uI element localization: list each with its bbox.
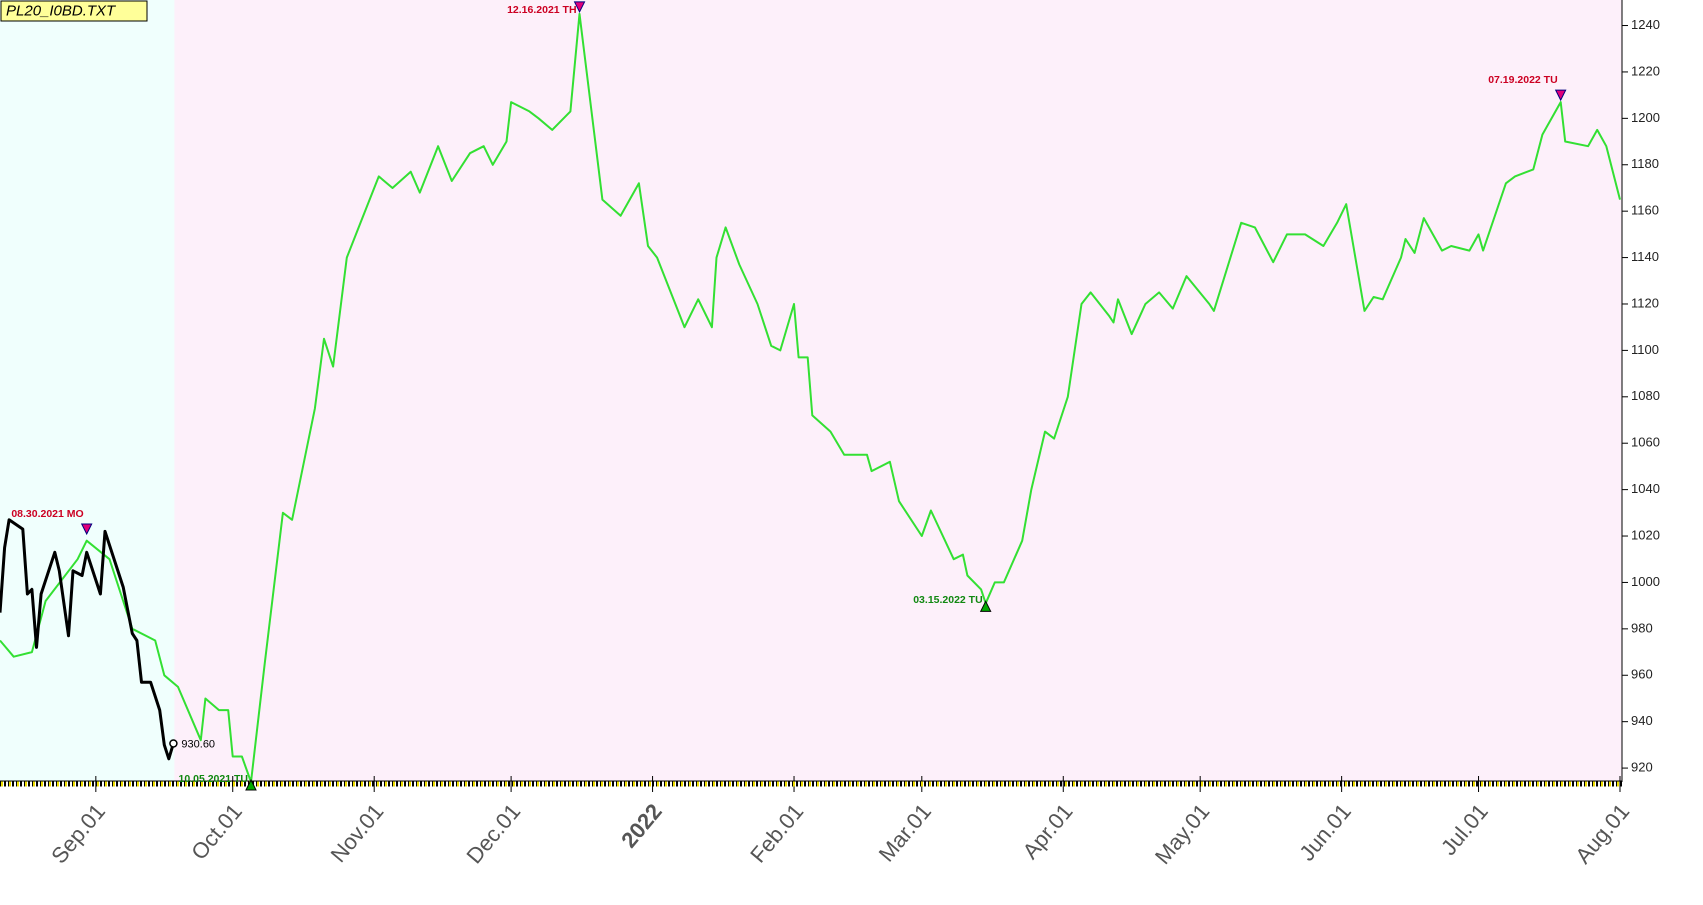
y-tick-label: 1020: [1631, 527, 1660, 542]
x-tick-label: Dec.01: [461, 799, 525, 868]
low-label: 03.15.2022 TU: [913, 594, 982, 606]
high-marker: [1554, 89, 1567, 102]
y-tick-label: 1180: [1631, 156, 1659, 171]
y-tick-label: 1120: [1631, 295, 1659, 310]
y-tick-label: 940: [1631, 713, 1653, 728]
y-tick-label: 980: [1631, 620, 1653, 635]
file-label-box: [0, 0, 148, 22]
x-tick-label: 2022: [616, 799, 667, 853]
background-left: [0, 0, 175, 782]
y-tick-label: 1080: [1631, 388, 1660, 403]
high-label: 08.30.2021 MO: [11, 508, 83, 520]
y-tick-label: 1200: [1631, 110, 1660, 125]
series-line: [0, 518, 175, 761]
annotations: 08.30.2021 MO 10.05.2021 TU 12.16.2021 TH 0…: [11, 1, 1567, 791]
x-tick-label: Apr.01: [1018, 799, 1078, 864]
y-tick-label: 960: [1631, 667, 1653, 682]
high-marker: [573, 1, 586, 14]
high-label: 12.16.2021 TH: [507, 4, 576, 16]
high-label: 07.19.2022 TU: [1488, 74, 1557, 86]
series: [0, 12, 1621, 783]
y-tick-label: 1100: [1631, 342, 1659, 357]
y-tick-label: 1140: [1631, 249, 1659, 264]
y-tick-label: 1160: [1631, 203, 1659, 218]
y-tick-label: 1040: [1631, 481, 1660, 496]
x-tick-label: Sep.01: [46, 799, 110, 868]
series-line: [0, 12, 1621, 783]
last-label: 930.60: [181, 738, 215, 750]
y-tick-label: 1000: [1631, 574, 1660, 589]
y-tick-label: 920: [1631, 760, 1653, 775]
low-marker: [245, 778, 257, 791]
y-tick-label: 1220: [1631, 63, 1660, 78]
low-label: 10.05.2021 TU: [179, 773, 248, 785]
x-tick-label: Jul.01: [1436, 799, 1493, 860]
background: [0, 0, 1622, 782]
file-label: PL20_I0BD.TXT: [6, 2, 117, 19]
last-marker: [169, 739, 178, 748]
x-tick-label: Jun.01: [1294, 799, 1356, 866]
x-tick-label: Oct.01: [186, 799, 247, 865]
y-tick-label: 1240: [1631, 17, 1660, 32]
x-tick-label: Feb.01: [745, 799, 808, 868]
y-tick-label: 1060: [1631, 435, 1660, 450]
x-tick-label: Mar.01: [874, 799, 936, 867]
low-marker: [979, 600, 992, 612]
x-tick-label: Nov.01: [326, 799, 389, 867]
x-tick-label: May.01: [1150, 799, 1214, 869]
background-right: [174, 0, 1622, 782]
x-tick-label: Aug.01: [1570, 799, 1634, 868]
high-marker: [80, 523, 93, 536]
